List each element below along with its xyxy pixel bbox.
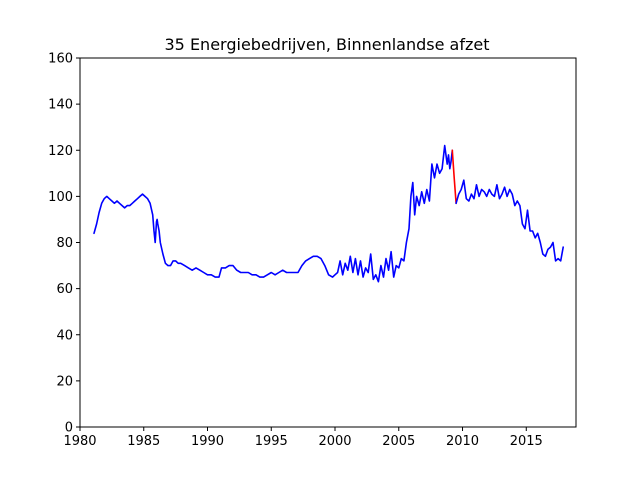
x-tick-label: 2015 — [510, 434, 543, 449]
series-line-2 — [451, 149, 457, 205]
axes: 1980 1985 1990 1995 2000 2005 2010 2015 0 20 40 60 8… — [48, 52, 577, 449]
x-tick-label: 1985 — [127, 434, 160, 449]
x-tick-label: 1990 — [191, 434, 224, 449]
x-tick-label: 1980 — [63, 434, 96, 449]
plot-area — [93, 144, 565, 283]
x-tick-label: 2010 — [446, 434, 479, 449]
x-tick-label: 2000 — [318, 434, 351, 449]
y-tick-label: 120 — [48, 144, 73, 159]
y-tick-label: 0 — [65, 421, 73, 436]
y-tick-label: 40 — [56, 328, 73, 343]
y-tick-label: 140 — [48, 98, 73, 113]
x-tick-label: 1995 — [255, 434, 288, 449]
y-tick-label: 80 — [56, 236, 73, 251]
series-line-3 — [455, 179, 565, 262]
y-tick-label: 160 — [48, 52, 73, 67]
x-tick-label: 2005 — [382, 434, 415, 449]
y-tick-label: 60 — [56, 282, 73, 297]
chart-title: 35 Energiebedrijven, Binnenlandse afzet — [165, 35, 490, 54]
y-tick-label: 20 — [56, 374, 73, 389]
y-tick-label: 100 — [48, 190, 73, 205]
series-line-1 — [93, 144, 454, 283]
